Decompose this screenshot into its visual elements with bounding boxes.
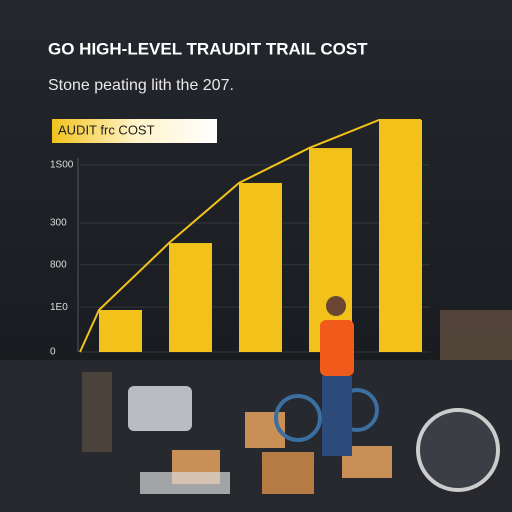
y-tick-label: 800 (50, 259, 67, 270)
y-tick-label: 300 (50, 218, 67, 229)
legend-label: AUDIT frc COST (58, 122, 155, 137)
bar (99, 309, 142, 352)
bar (379, 120, 422, 352)
trend-line (79, 119, 421, 353)
y-tick-label: 1E0 (50, 302, 68, 313)
bar (169, 243, 212, 352)
y-tick-label: 1S00 (50, 160, 74, 171)
bar (239, 182, 282, 352)
bar (309, 148, 352, 352)
chart-title: GO HIGH-LEVEL TRAUDIT TRAIL COST (48, 39, 368, 58)
photo-scene (0, 296, 512, 512)
y-tick-label: 0 (50, 347, 56, 358)
chart-subtitle: Stone peating lith the 207. (48, 77, 234, 94)
legend-box (52, 119, 217, 143)
